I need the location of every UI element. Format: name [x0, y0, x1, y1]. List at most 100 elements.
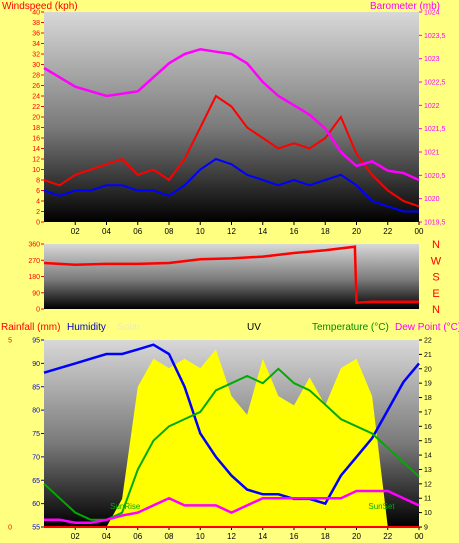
temperature-axis-tick-label: 14	[424, 453, 432, 460]
windspeed-axis-tick-label: 38	[32, 20, 40, 27]
solar-axis-label: Solar	[117, 322, 141, 333]
wind-x-axis-tick-label: 18	[321, 227, 330, 236]
temperature-axis-tick-label: 10	[424, 510, 432, 517]
barometer-axis-tick-label: 1020	[424, 196, 440, 203]
barometer-axis-tick-label: 1021,5	[424, 126, 446, 133]
windspeed-axis-tick-label: 8	[36, 178, 40, 185]
solar-area	[44, 349, 419, 527]
wind-chart-background	[44, 12, 419, 222]
rainfall-axis-tick-label: 0	[8, 525, 12, 532]
temp-x-axis-tick-label: 16	[290, 532, 299, 541]
wind-x-axis-tick-label: 06	[133, 227, 142, 236]
windspeed-axis-tick-label: 18	[32, 125, 40, 132]
humidity-axis-tick-label: 60	[32, 501, 40, 508]
humidity-axis-tick-label: 75	[32, 431, 40, 438]
temp-x-axis-tick-label: 00	[415, 532, 424, 541]
humidity-axis-tick-label: 85	[32, 384, 40, 391]
humidity-axis-tick-label: 95	[32, 338, 40, 345]
direction-chart-background	[44, 244, 419, 309]
compass-label: E	[432, 288, 439, 300]
barometer-axis-label: Barometer (mb)	[370, 1, 441, 12]
wind-x-axis-tick-label: 02	[71, 227, 80, 236]
direction-axis-tick-label: 360	[28, 242, 40, 249]
barometer-axis-tick-label: 1020,5	[424, 173, 446, 180]
barometer-axis-tick-label: 1019,5	[424, 220, 446, 227]
temp-x-axis-tick-label: 04	[102, 532, 111, 541]
wind-direction-line	[43, 245, 419, 305]
direction-axis-tick-label: 0	[36, 307, 40, 314]
temperature-axis-tick-label: 22	[424, 338, 432, 345]
compass-label: N	[432, 304, 440, 316]
humidity-axis-tick-label: 90	[32, 361, 40, 368]
compass-label: S	[432, 272, 439, 284]
wind-x-axis-tick-label: 12	[227, 227, 236, 236]
sunset-label: SunSet	[368, 502, 395, 511]
temperature-axis-label: Temperature (°C)	[312, 322, 389, 333]
temperature-axis-tick-label: 15	[424, 438, 432, 445]
barometer-axis-tick-label: 1022,5	[424, 80, 446, 87]
temperature-axis-tick-label: 9	[424, 525, 428, 532]
rainfall-axis-label: Rainfall (mm)	[1, 322, 61, 333]
temp-x-axis-tick-label: 18	[321, 532, 330, 541]
barometer-axis-tick-label: 1024	[424, 10, 440, 17]
temp-x-axis-tick-label: 08	[165, 532, 174, 541]
wind-x-axis-tick-label: 20	[352, 227, 361, 236]
windspeed-axis-tick-label: 6	[36, 188, 40, 195]
windspeed-axis-tick-label: 28	[32, 73, 40, 80]
humidity-axis-tick-label: 80	[32, 408, 40, 415]
barometer-axis-tick-label: 1023	[424, 56, 440, 63]
wind-x-axis-tick-label: 22	[383, 227, 392, 236]
humidity-axis-tick-label: 70	[32, 454, 40, 461]
barometer-line	[43, 48, 420, 182]
windspeed-axis-tick-label: 4	[36, 199, 40, 206]
humidity-axis-label: Humidity	[67, 322, 106, 333]
rainfall-axis-tick-label: 5	[8, 338, 12, 345]
humidity-axis-tick-label: 65	[32, 478, 40, 485]
humidity-axis-tick-label: 55	[32, 525, 40, 532]
windspeed-axis-tick-label: 22	[32, 104, 40, 111]
temp-x-axis-tick-label: 12	[227, 532, 236, 541]
windspeed-axis-tick-label: 32	[32, 52, 40, 59]
direction-axis-tick-label: 180	[28, 274, 40, 281]
windspeed-axis-tick-label: 14	[32, 146, 40, 153]
temp-x-axis-tick-label: 22	[383, 532, 392, 541]
temperature-axis-tick-label: 16	[424, 424, 432, 431]
dewpoint-line	[44, 489, 420, 524]
temp-x-axis-tick-label: 14	[258, 532, 267, 541]
temperature-axis-tick-label: 12	[424, 481, 432, 488]
sunrise-label: SunRise	[110, 502, 141, 511]
wind-x-axis-tick-label: 04	[102, 227, 111, 236]
temperature-axis-tick-label: 17	[424, 409, 432, 416]
windspeed-axis-tick-label: 34	[32, 41, 40, 48]
wind-average-line	[43, 157, 419, 213]
barometer-axis-tick-label: 1023,5	[424, 33, 446, 40]
windspeed-axis-tick-label: 0	[36, 220, 40, 227]
barometer-axis-tick-label: 1022	[424, 103, 440, 110]
windspeed-axis-tick-label: 16	[32, 136, 40, 143]
temperature-axis-tick-label: 21	[424, 352, 432, 359]
temp-x-axis-tick-label: 10	[196, 532, 205, 541]
temperature-axis-tick-label: 11	[424, 496, 431, 503]
wind-x-axis-tick-label: 14	[258, 227, 267, 236]
windspeed-axis-tick-label: 20	[32, 115, 40, 122]
windspeed-axis-tick-label: 36	[32, 31, 40, 38]
temperature-humidity-chart: 0555606570758085909591011121314151617181…	[8, 338, 432, 542]
compass-label: W	[431, 255, 442, 267]
humidity-line	[43, 343, 420, 506]
windspeed-axis-tick-label: 30	[32, 62, 40, 69]
windspeed-axis-tick-label: 26	[32, 83, 40, 90]
direction-axis-tick-label: 90	[32, 290, 40, 297]
direction-axis-tick-label: 270	[28, 258, 40, 265]
windspeed-axis-tick-label: 24	[32, 94, 40, 101]
windspeed-axis-tick-label: 40	[32, 10, 40, 17]
wind-barometer-chart: 0246810121416182022242628303234363840101…	[32, 10, 445, 237]
windspeed-axis-tick-label: 12	[32, 157, 40, 164]
uv-axis-label: UV	[247, 322, 261, 333]
wind-x-axis-tick-label: 08	[165, 227, 174, 236]
wind-gust-line	[43, 94, 420, 208]
windspeed-axis-label: Windspeed (kph)	[2, 1, 78, 12]
temp-x-axis-tick-label: 02	[71, 532, 80, 541]
temperature-axis-tick-label: 20	[424, 366, 432, 373]
